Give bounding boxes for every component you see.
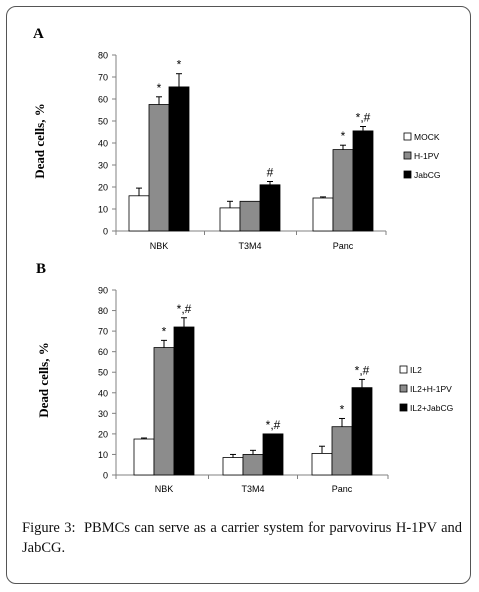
y-tick-label-a: 50 [98,117,108,127]
bar-b-gray-2 [331,426,353,476]
y-axis-label-a: Dead cells, % [32,103,47,178]
bar-b-white-1 [222,457,244,476]
caption-text: PBMCs can serve as a carrier system for … [22,520,463,556]
bar-b-white-0 [133,438,155,476]
x-tick-label-b: T3M4 [241,484,264,494]
significance-label-b: * [340,402,345,416]
x-tick-label-a: T3M4 [238,241,261,251]
bar-b-white-2 [311,453,333,476]
legend-label-a: JabCG [414,170,440,180]
significance-label-a: * [157,81,162,95]
y-tick-label-b: 50 [98,368,108,378]
legend-label-a: MOCK [414,132,440,142]
bar-b-gray-0 [153,347,175,476]
bar-b-gray-1 [242,454,264,476]
y-tick-label-b: 10 [98,450,108,460]
legend-label-b: IL2+H-1PV [410,384,452,394]
y-tick-label-b: 0 [103,471,108,481]
panel-letter-b: B [36,261,47,277]
bar-b-black-0 [173,326,195,476]
y-tick-label-a: 70 [98,73,108,83]
bar-b-black-2 [351,387,373,476]
y-tick-label-b: 20 [98,429,108,439]
y-tick-label-a: 10 [98,205,108,215]
y-tick-label-b: 90 [98,286,108,296]
significance-label-a: *,# [356,111,371,125]
y-tick-label-a: 30 [98,161,108,171]
legend-swatch-b-black [399,403,408,412]
y-tick-label-b: 40 [98,388,108,398]
x-tick-label-a: NBK [150,241,169,251]
y-tick-label-a: 20 [98,183,108,193]
panel-letter-a: A [33,26,44,42]
significance-label-b: *,# [177,302,192,316]
legend-swatch-a-white [403,132,412,141]
y-axis-label-b: Dead cells, % [36,342,51,417]
y-tick-label-b: 80 [98,306,108,316]
significance-label-b: * [162,324,167,338]
y-tick-label-b: 30 [98,409,108,419]
legend-label-b: IL2 [410,365,422,375]
bar-b-black-1 [262,433,284,476]
significance-label-a: # [267,166,274,180]
chart-panel-b: 0 10 20 30 40 50 60 70 80 90 NBK T3M4 Panc Dead cells… [36,286,453,495]
y-tick-label-a: 0 [103,227,108,237]
chart-panel-a: 0 10 20 30 40 50 60 70 80 NBK T3M4 Panc Dead cells, … [32,51,440,252]
significance-label-b: *,# [266,418,281,432]
y-tick-label-a: 60 [98,95,108,105]
x-tick-label-b: Panc [332,484,353,494]
legend-label-a: H-1PV [414,151,439,161]
legend-swatch-b-gray [399,384,408,393]
legend-swatch-b-white [399,365,408,374]
figure-frame [6,6,471,584]
y-tick-label-b: 70 [98,327,108,337]
legend-label-b: IL2+JabCG [410,403,453,413]
significance-label-a: * [341,129,346,143]
significance-label-a: * [177,58,182,72]
y-tick-label-a: 40 [98,139,108,149]
legend-swatch-a-gray [403,151,412,160]
x-tick-label-b: NBK [155,484,174,494]
significance-label-b: *,# [355,363,370,377]
x-tick-label-a: Panc [333,241,354,251]
y-tick-label-a: 80 [98,51,108,61]
legend-swatch-a-black [403,170,412,179]
y-tick-label-b: 60 [98,347,108,357]
figure-caption: Figure 3: PBMCs can serve as a carrier s… [22,518,462,558]
caption-lead: Figure 3: [22,520,76,536]
